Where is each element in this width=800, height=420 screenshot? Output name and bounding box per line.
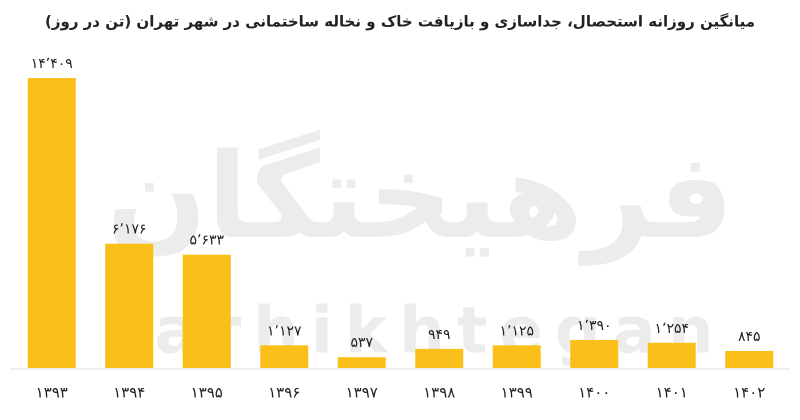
x-tick-label: ۱۳۹۴ bbox=[113, 384, 145, 402]
value-label: ۱٬۲۵۴ bbox=[654, 321, 689, 337]
bar bbox=[647, 342, 696, 368]
value-label: ۶٬۱۷۶ bbox=[112, 222, 147, 238]
value-label: ۸۴۵ bbox=[738, 329, 761, 345]
bar bbox=[105, 243, 154, 368]
value-label: ۱۴٬۴۰۹ bbox=[31, 56, 73, 72]
bar bbox=[27, 78, 76, 368]
watermark: فرهیختگان bbox=[106, 127, 734, 266]
bar bbox=[182, 254, 231, 368]
x-tick-label: ۱۳۹۷ bbox=[346, 384, 378, 402]
bar bbox=[337, 357, 386, 368]
x-tick-label: ۱۳۹۳ bbox=[36, 384, 68, 402]
chart-title: میانگین روزانه استحصال، جداسازی و بازیاف… bbox=[45, 13, 755, 31]
bar bbox=[725, 350, 774, 368]
bar bbox=[492, 345, 541, 368]
x-tick-label: ۱۳۹۸ bbox=[423, 384, 455, 402]
value-label: ۹۴۹ bbox=[428, 327, 451, 343]
bar bbox=[260, 345, 309, 368]
bar bbox=[415, 348, 464, 368]
value-label: ۵٬۶۳۳ bbox=[189, 233, 224, 249]
value-label: ۱٬۳۹۰ bbox=[577, 318, 612, 334]
x-tick-label: ۱۴۰۱ bbox=[656, 384, 688, 402]
value-label: ۱٬۱۲۷ bbox=[267, 323, 302, 339]
x-tick-label: ۱۳۹۶ bbox=[268, 384, 300, 402]
x-tick-label: ۱۳۹۵ bbox=[191, 384, 223, 402]
value-label: ۵۳۷ bbox=[350, 335, 373, 351]
value-label: ۱٬۱۲۵ bbox=[499, 323, 534, 339]
bar bbox=[570, 340, 619, 368]
x-tick-label: ۱۴۰۲ bbox=[733, 384, 765, 402]
x-tick-label: ۱۳۹۹ bbox=[501, 384, 533, 402]
x-tick-label: ۱۴۰۰ bbox=[578, 384, 610, 402]
